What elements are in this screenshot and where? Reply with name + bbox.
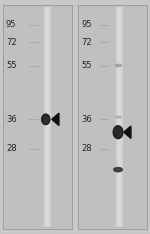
- Ellipse shape: [116, 116, 121, 118]
- FancyBboxPatch shape: [44, 7, 51, 227]
- Text: 55: 55: [6, 61, 16, 70]
- Text: 36: 36: [81, 115, 92, 124]
- Text: 55: 55: [81, 61, 92, 70]
- Ellipse shape: [116, 64, 122, 67]
- Text: 95: 95: [81, 20, 92, 29]
- Text: 72: 72: [6, 38, 17, 47]
- FancyBboxPatch shape: [46, 7, 49, 227]
- Text: 28: 28: [81, 144, 92, 153]
- Text: 36: 36: [6, 115, 17, 124]
- Text: 72: 72: [81, 38, 92, 47]
- FancyBboxPatch shape: [116, 7, 123, 227]
- Text: 95: 95: [6, 20, 16, 29]
- Ellipse shape: [42, 114, 50, 124]
- Ellipse shape: [114, 168, 122, 172]
- FancyBboxPatch shape: [3, 5, 72, 229]
- Polygon shape: [124, 126, 131, 138]
- FancyBboxPatch shape: [118, 7, 121, 227]
- Polygon shape: [52, 113, 59, 125]
- FancyBboxPatch shape: [78, 5, 147, 229]
- Ellipse shape: [113, 126, 123, 139]
- Text: 28: 28: [6, 144, 17, 153]
